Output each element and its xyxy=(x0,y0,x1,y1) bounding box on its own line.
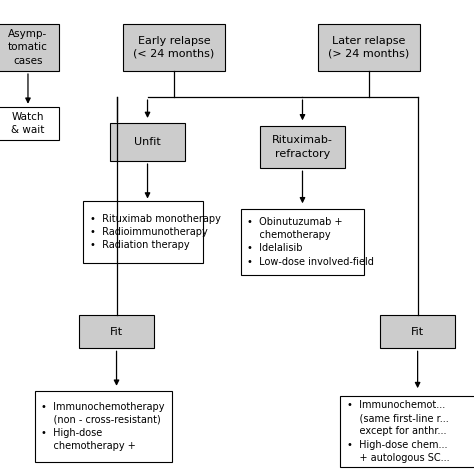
FancyBboxPatch shape xyxy=(110,123,185,161)
Text: •  Obinutuzumab +
    chemotherapy
•  Idelalisib
•  Low-dose involved-field: • Obinutuzumab + chemotherapy • Idelalis… xyxy=(247,217,374,266)
Text: Early relapse
(< 24 months): Early relapse (< 24 months) xyxy=(134,36,215,59)
Text: Later relapse
(> 24 months): Later relapse (> 24 months) xyxy=(328,36,410,59)
Text: Watch
& wait: Watch & wait xyxy=(11,112,45,135)
FancyBboxPatch shape xyxy=(79,315,154,348)
FancyBboxPatch shape xyxy=(0,107,59,140)
FancyBboxPatch shape xyxy=(260,126,345,168)
Text: •  Immunochemot...
    (same first-line r...
    except for anthr...
•  High-dos: • Immunochemot... (same first-line r... … xyxy=(347,400,449,463)
FancyBboxPatch shape xyxy=(240,209,365,275)
FancyBboxPatch shape xyxy=(35,391,172,462)
FancyBboxPatch shape xyxy=(0,24,59,71)
Text: Fit: Fit xyxy=(110,327,123,337)
Text: Rituximab-
refractory: Rituximab- refractory xyxy=(272,136,333,158)
FancyBboxPatch shape xyxy=(380,315,455,348)
Text: Unfit: Unfit xyxy=(134,137,161,147)
Text: •  Rituximab monotherapy
•  Radioimmunotherapy
•  Radiation therapy: • Rituximab monotherapy • Radioimmunothe… xyxy=(90,214,221,250)
FancyBboxPatch shape xyxy=(83,201,203,263)
Text: Fit: Fit xyxy=(411,327,424,337)
FancyBboxPatch shape xyxy=(318,24,420,71)
Text: Asymp-
tomatic
cases: Asymp- tomatic cases xyxy=(8,29,48,65)
FancyBboxPatch shape xyxy=(123,24,225,71)
FancyBboxPatch shape xyxy=(340,396,474,467)
Text: •  Immunochemotherapy
    (non - cross-resistant)
•  High-dose
    chemotherapy : • Immunochemotherapy (non - cross-resist… xyxy=(41,402,165,451)
